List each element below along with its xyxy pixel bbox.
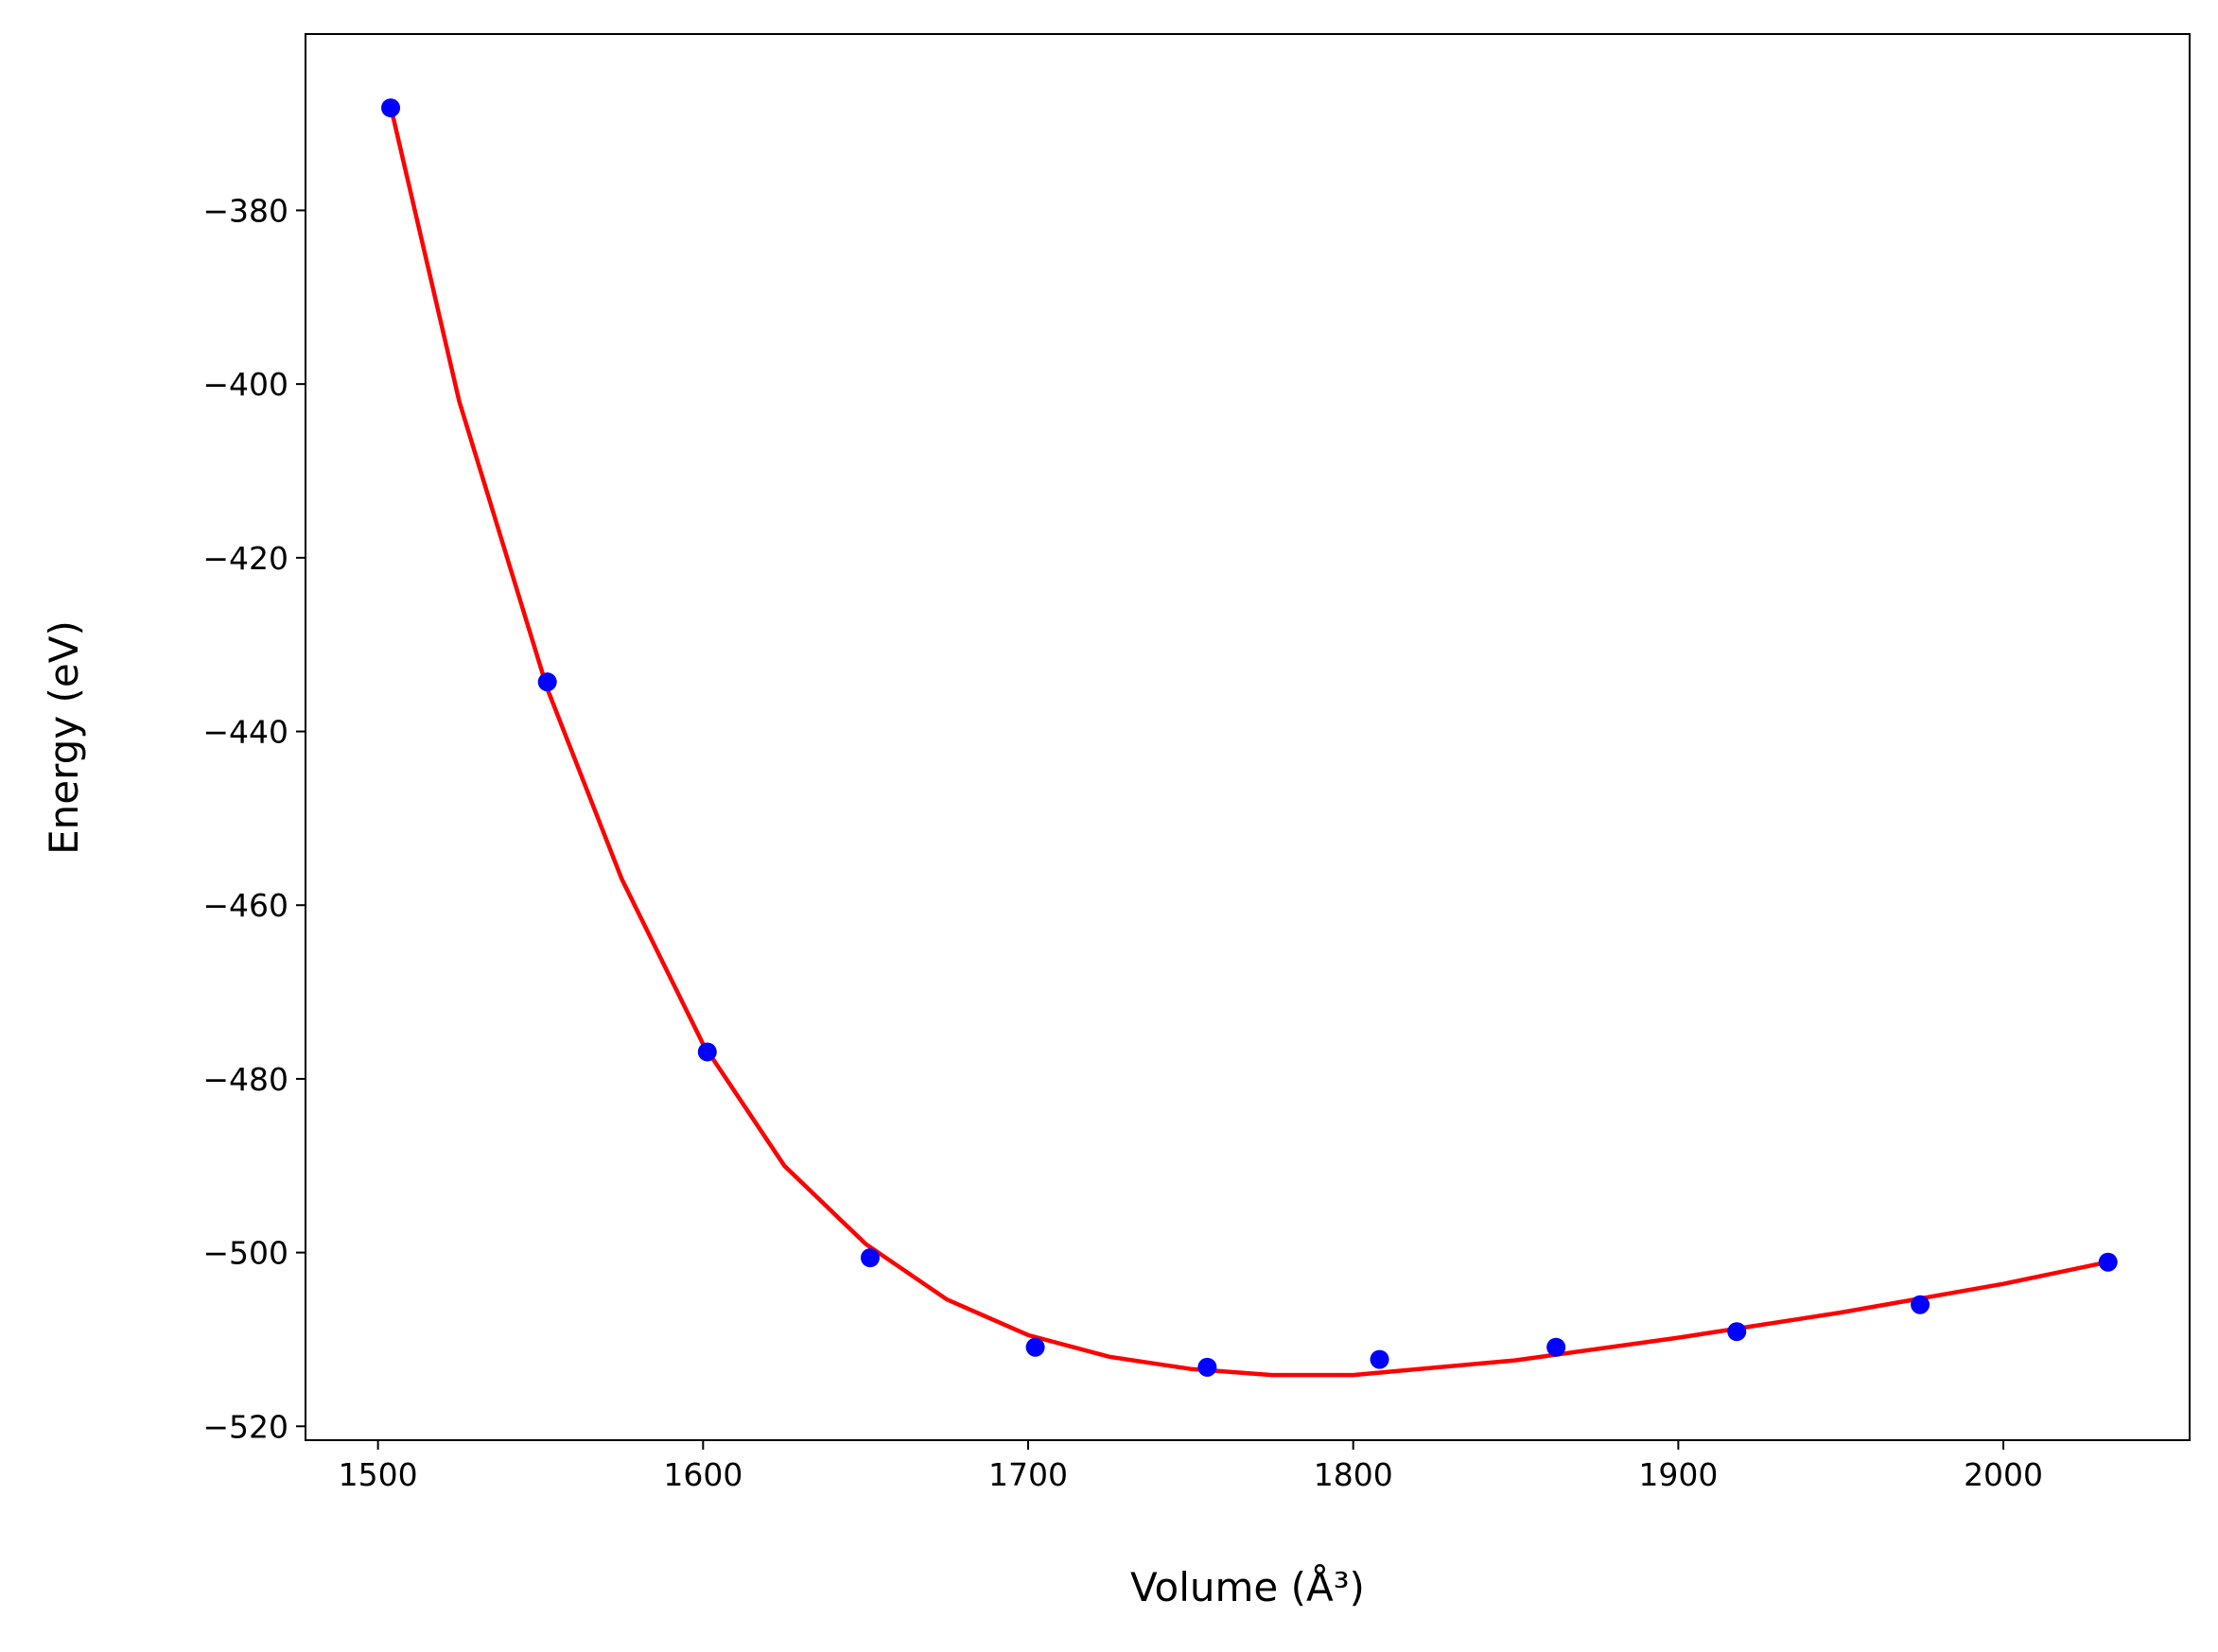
x-tick-label: 1900 xyxy=(1638,1456,1718,1493)
data-point xyxy=(1911,1295,1930,1314)
data-point xyxy=(1370,1349,1389,1369)
data-point xyxy=(1546,1337,1566,1357)
data-point xyxy=(697,1042,717,1062)
data-point xyxy=(381,98,401,118)
data-point xyxy=(860,1248,880,1268)
y-tick-label: −500 xyxy=(202,1235,288,1272)
x-axis-label: Volume (Å³) xyxy=(1130,1563,1365,1610)
data-point xyxy=(1727,1322,1747,1342)
y-tick-label: −520 xyxy=(202,1408,288,1445)
plot-frame xyxy=(305,33,2191,1441)
data-point xyxy=(1025,1337,1045,1357)
x-tick-label: 1600 xyxy=(663,1456,742,1493)
y-tick-label: −480 xyxy=(202,1061,288,1098)
x-tick-label: 1500 xyxy=(339,1456,418,1493)
y-tick-label: −380 xyxy=(202,192,288,229)
x-tick-label: 1700 xyxy=(988,1456,1068,1493)
data-point xyxy=(2098,1252,2118,1272)
data-point xyxy=(537,672,557,692)
x-tick-label: 1800 xyxy=(1314,1456,1393,1493)
y-axis-label: Energy (eV) xyxy=(41,620,87,855)
x-tick-label: 2000 xyxy=(1964,1456,2043,1493)
data-point xyxy=(1197,1357,1217,1377)
fit-line xyxy=(389,107,2108,1378)
y-tick-label: −440 xyxy=(202,714,288,751)
y-tick-label: −420 xyxy=(202,540,288,577)
y-tick-label: −400 xyxy=(202,366,288,403)
y-tick-label: −460 xyxy=(202,887,288,924)
